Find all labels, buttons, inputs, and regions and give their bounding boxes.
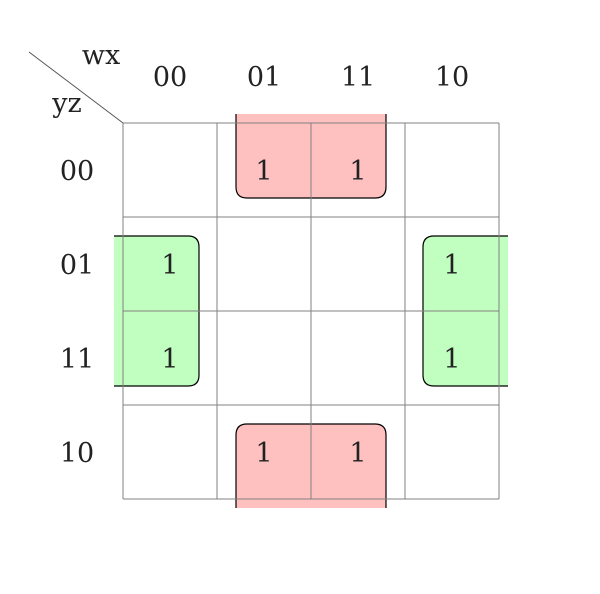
column-header: 11: [341, 62, 375, 93]
cell-r3-c1: 1: [255, 438, 272, 469]
corner-diagonal: [28, 51, 124, 124]
row-header: 01: [60, 250, 94, 281]
column-headers: 00 01 11 10: [153, 62, 469, 93]
cell-r2-c0: 1: [161, 344, 178, 375]
cell-r0-c1: 1: [255, 156, 272, 187]
row-headers: 00 01 11 10: [60, 156, 94, 469]
row-header: 11: [60, 344, 94, 375]
cell-r0-c2: 1: [349, 156, 366, 187]
row-header: 00: [60, 156, 94, 187]
row-header: 10: [60, 438, 94, 469]
cell-r2-c3: 1: [443, 344, 460, 375]
cell-values: 1 1 1 1 1 1 1 1: [161, 156, 460, 469]
cell-r1-c0: 1: [161, 250, 178, 281]
cell-r3-c2: 1: [349, 438, 366, 469]
grid: [122, 122, 500, 500]
corner-left-label: yz: [51, 88, 81, 119]
cell-r1-c3: 1: [443, 250, 460, 281]
column-header: 00: [153, 62, 187, 93]
corner-top-label: wx: [82, 40, 120, 71]
column-header: 10: [435, 62, 469, 93]
column-header: 01: [247, 62, 281, 93]
